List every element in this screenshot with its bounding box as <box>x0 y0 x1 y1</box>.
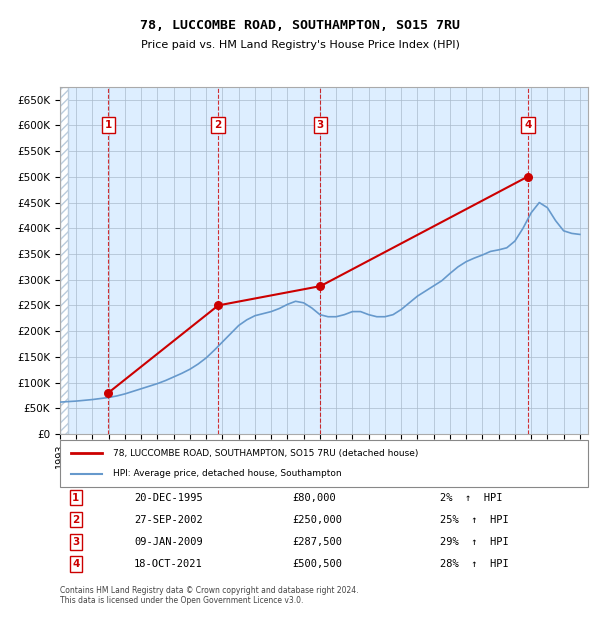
Text: 78, LUCCOMBE ROAD, SOUTHAMPTON, SO15 7RU: 78, LUCCOMBE ROAD, SOUTHAMPTON, SO15 7RU <box>140 19 460 32</box>
Text: 2: 2 <box>72 515 79 525</box>
Point <box>214 301 223 311</box>
Text: 27-SEP-2002: 27-SEP-2002 <box>134 515 203 525</box>
Point <box>103 388 113 398</box>
Bar <box>60 87 68 434</box>
Text: 29%  ↑  HPI: 29% ↑ HPI <box>440 537 509 547</box>
Text: Contains HM Land Registry data © Crown copyright and database right 2024.
This d: Contains HM Land Registry data © Crown c… <box>60 586 359 605</box>
Text: 28%  ↑  HPI: 28% ↑ HPI <box>440 559 509 569</box>
Text: 4: 4 <box>524 120 532 130</box>
Text: £250,000: £250,000 <box>292 515 343 525</box>
Text: 1: 1 <box>72 493 79 503</box>
Text: 09-JAN-2009: 09-JAN-2009 <box>134 537 203 547</box>
Text: 2%  ↑  HPI: 2% ↑ HPI <box>440 493 503 503</box>
Text: £287,500: £287,500 <box>292 537 343 547</box>
Text: HPI: Average price, detached house, Southampton: HPI: Average price, detached house, Sout… <box>113 469 341 478</box>
Point <box>523 172 533 182</box>
Text: £500,500: £500,500 <box>292 559 343 569</box>
Text: 25%  ↑  HPI: 25% ↑ HPI <box>440 515 509 525</box>
Text: 1: 1 <box>104 120 112 130</box>
Text: 2: 2 <box>215 120 222 130</box>
Text: £80,000: £80,000 <box>292 493 336 503</box>
FancyBboxPatch shape <box>60 440 588 487</box>
Text: 3: 3 <box>72 537 79 547</box>
Text: 78, LUCCOMBE ROAD, SOUTHAMPTON, SO15 7RU (detached house): 78, LUCCOMBE ROAD, SOUTHAMPTON, SO15 7RU… <box>113 449 418 458</box>
Text: 18-OCT-2021: 18-OCT-2021 <box>134 559 203 569</box>
Point <box>316 281 325 291</box>
Text: 4: 4 <box>72 559 80 569</box>
Text: 3: 3 <box>317 120 324 130</box>
Text: 20-DEC-1995: 20-DEC-1995 <box>134 493 203 503</box>
Text: Price paid vs. HM Land Registry's House Price Index (HPI): Price paid vs. HM Land Registry's House … <box>140 40 460 50</box>
